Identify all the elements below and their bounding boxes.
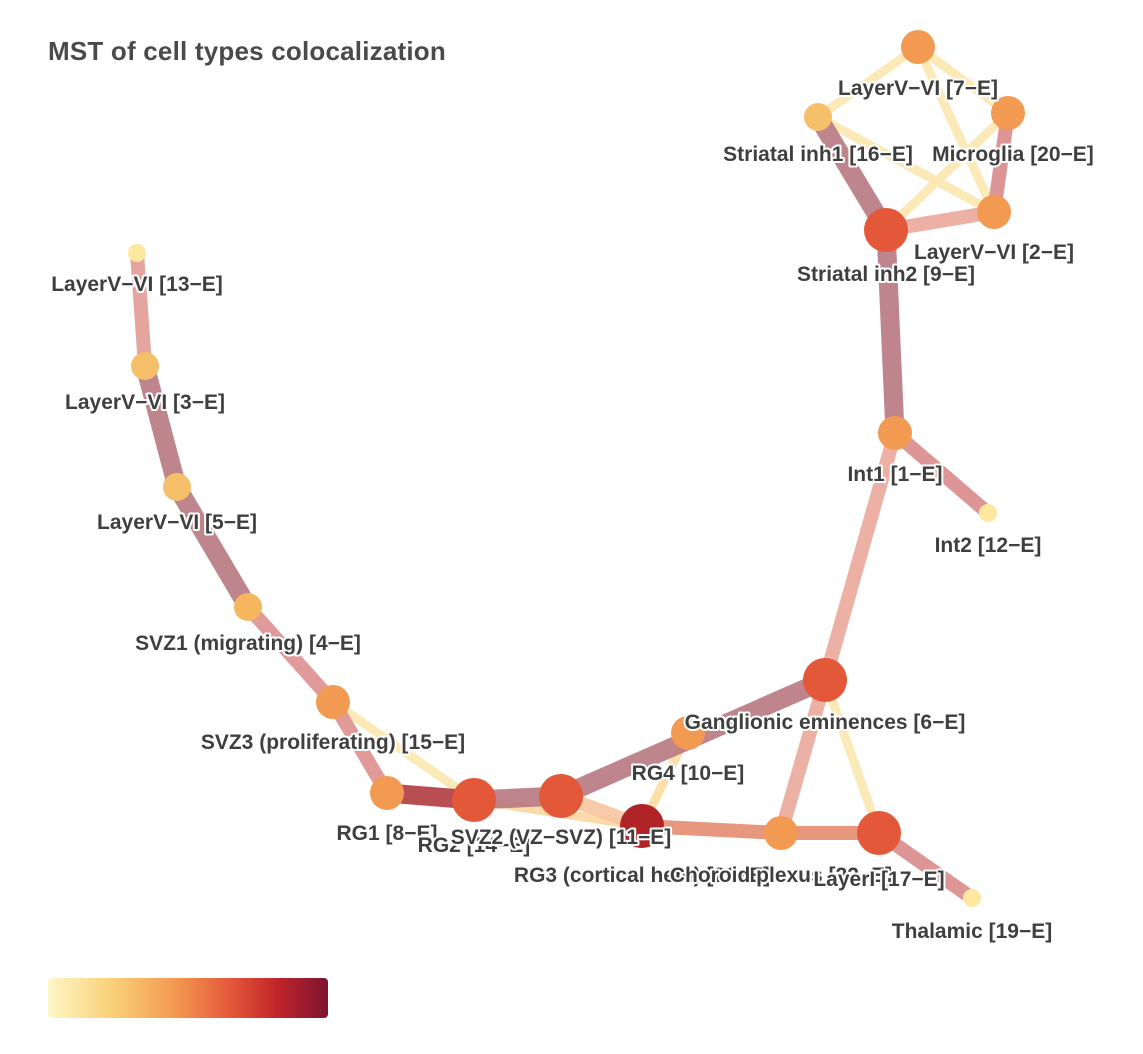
diagram-title: MST of cell types colocalization bbox=[48, 36, 446, 66]
node-label-n22: Choroid plexus [22−E] bbox=[670, 864, 892, 887]
edge-n15-n8 bbox=[326, 698, 394, 797]
node-label-n20: Microglia [20−E] bbox=[932, 143, 1094, 166]
edge-n7-n2 bbox=[913, 45, 999, 214]
node-label-n21: RG3 (cortical hem) [21−E] bbox=[514, 864, 770, 887]
node-label-n1: Int1 [1−E] bbox=[847, 463, 942, 486]
node-n12 bbox=[979, 504, 997, 522]
node-n10 bbox=[671, 716, 705, 750]
node-n14 bbox=[452, 778, 496, 822]
node-n4 bbox=[234, 593, 262, 621]
edge-n16-n7 bbox=[815, 43, 921, 121]
node-label-n17: LayerI [17−E] bbox=[813, 868, 944, 891]
node-label-n9: Striatal inh2 [9−E] bbox=[797, 263, 975, 286]
node-label-n4: SVZ1 (migrating) [4−E] bbox=[135, 632, 361, 655]
node-n9 bbox=[864, 208, 908, 252]
node-label-n15: SVZ3 (proliferating) [15−E] bbox=[201, 731, 465, 754]
edge-n1-n9 bbox=[876, 229, 905, 434]
node-label-n3: LayerV−VI [3−E] bbox=[65, 391, 225, 414]
edge-n15-n14 bbox=[330, 698, 477, 804]
edge-n2-n16 bbox=[815, 113, 997, 216]
node-label-n13: LayerV−VI [13−E] bbox=[51, 273, 223, 296]
edge-n6-n17 bbox=[820, 678, 884, 835]
node-n13 bbox=[128, 244, 146, 262]
node-n6 bbox=[803, 658, 847, 702]
node-n19 bbox=[963, 889, 981, 907]
edge-n7-n20 bbox=[915, 43, 1011, 117]
node-label-n6: Ganglionic eminences [6−E] bbox=[685, 711, 966, 734]
node-n16 bbox=[804, 103, 832, 131]
edge-n22-n6 bbox=[774, 678, 832, 835]
node-n15 bbox=[316, 685, 350, 719]
edge-n3-n5 bbox=[135, 363, 187, 490]
edge-n21-n22 bbox=[641, 819, 782, 840]
node-label-n8: RG1 [8−E] bbox=[337, 822, 438, 845]
edge-n5-n4 bbox=[168, 482, 257, 612]
edge-n4-n15 bbox=[242, 602, 339, 707]
node-label-n11: SVZ2 (VZ−SVZ) [11−E] bbox=[451, 826, 672, 849]
node-n2 bbox=[977, 195, 1011, 229]
edge-n1-n12 bbox=[890, 427, 993, 519]
label-layer: LayerV−VI [7−E] Striatal inh1 [16−E] Micro… bbox=[49, 75, 1096, 945]
edge-n9-n20 bbox=[882, 109, 1012, 234]
node-layer bbox=[128, 30, 1025, 907]
node-label-n2: LayerV−VI [2−E] bbox=[914, 241, 1074, 264]
node-n3 bbox=[131, 352, 159, 380]
node-label-n10: RG4 [10−E] bbox=[632, 762, 745, 785]
node-n22 bbox=[764, 816, 798, 850]
edge-n6-n1 bbox=[818, 431, 902, 682]
node-label-n5: LayerV−VI [5−E] bbox=[97, 511, 257, 534]
node-n7 bbox=[901, 30, 935, 64]
node-n8 bbox=[370, 776, 404, 810]
node-n20 bbox=[991, 96, 1025, 130]
node-n1 bbox=[878, 416, 912, 450]
node-label-n16: Striatal inh1 [16−E] bbox=[723, 143, 913, 166]
node-label-n12: Int2 [12−E] bbox=[935, 534, 1042, 557]
color-scale-legend bbox=[48, 978, 328, 1018]
node-n5 bbox=[163, 473, 191, 501]
node-n11 bbox=[539, 774, 583, 818]
node-label-n19: Thalamic [19−E] bbox=[892, 920, 1052, 943]
edge-n13-n3 bbox=[130, 252, 152, 367]
node-n21 bbox=[620, 804, 664, 848]
node-label-n7: LayerV−VI [7−E] bbox=[838, 77, 998, 100]
node-n17 bbox=[857, 811, 901, 855]
node-label-n14: RG2 [14−E] bbox=[418, 834, 531, 857]
